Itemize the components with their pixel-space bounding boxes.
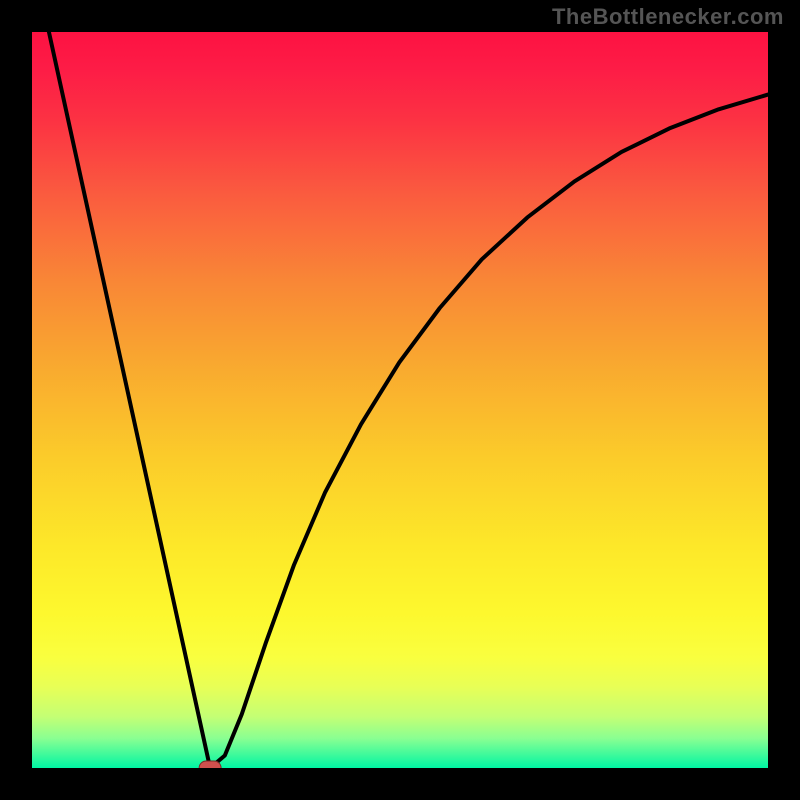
gradient-fill [32,32,768,768]
watermark-text: TheBottlenecker.com [552,4,784,30]
bottleneck-chart [0,0,800,800]
chart-container: TheBottlenecker.com [0,0,800,800]
